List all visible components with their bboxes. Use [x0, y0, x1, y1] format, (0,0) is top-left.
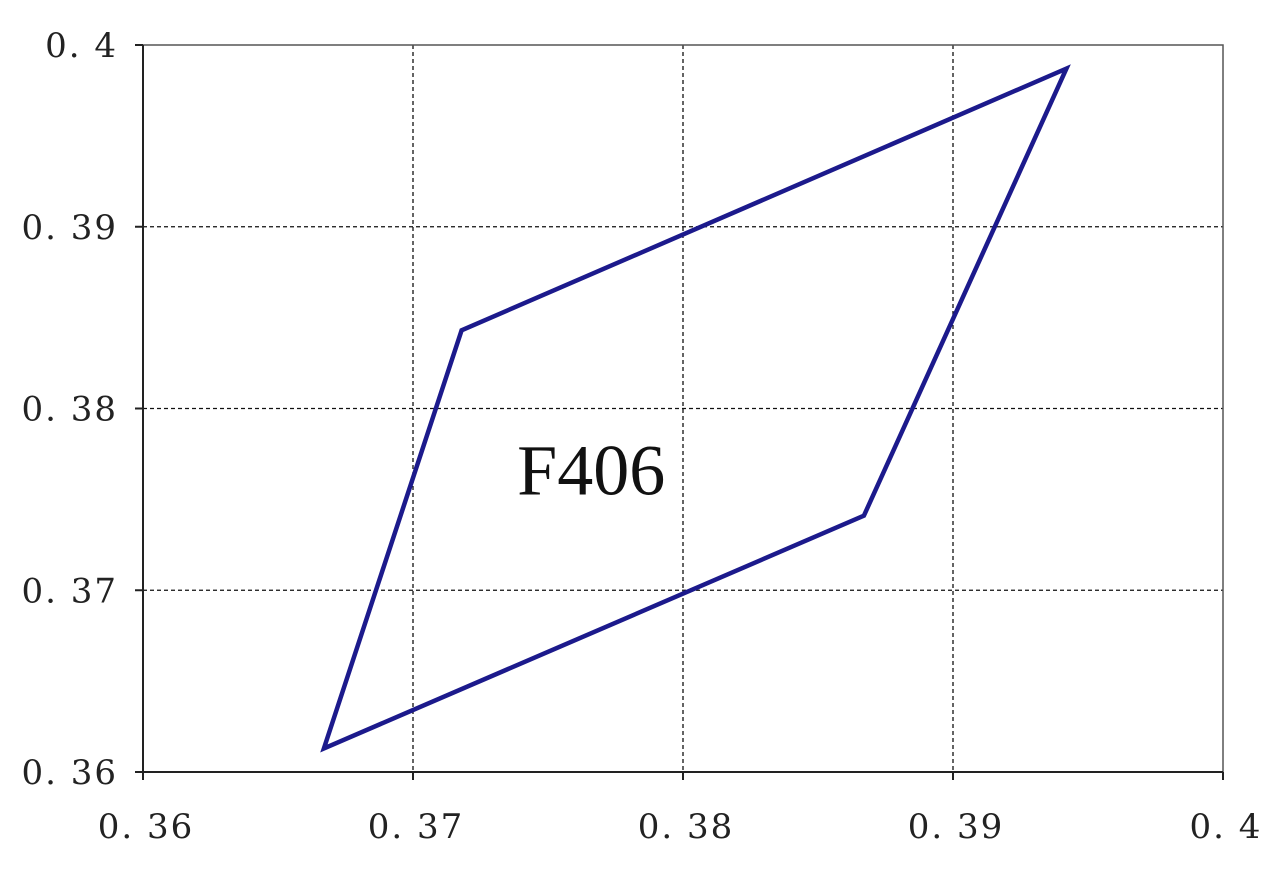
x-tick-label: 0. 36 — [98, 807, 195, 847]
y-tick-label: 0. 38 — [21, 390, 118, 430]
y-tick-label: 0. 4 — [45, 26, 118, 66]
y-tick-label: 0. 36 — [21, 753, 118, 793]
annotation-label: F406 — [517, 430, 665, 510]
x-tick-label: 0. 38 — [638, 807, 735, 847]
x-tick-label: 0. 37 — [368, 807, 465, 847]
series-line-1 — [320, 64, 1071, 753]
x-tick-label: 0. 4 — [1190, 807, 1263, 847]
grid-lines — [143, 45, 1223, 772]
annotations: F406 — [517, 430, 665, 510]
axis-ticks: 0. 36 0. 37 0. 38 0. 39 0. 4 0. 36 0. 37 0. 38 0… — [21, 26, 1263, 847]
series-group — [320, 64, 1071, 753]
x-tick-label: 0. 39 — [908, 807, 1005, 847]
y-tick-label: 0. 39 — [21, 208, 118, 248]
y-tick-label: 0. 37 — [21, 571, 118, 611]
